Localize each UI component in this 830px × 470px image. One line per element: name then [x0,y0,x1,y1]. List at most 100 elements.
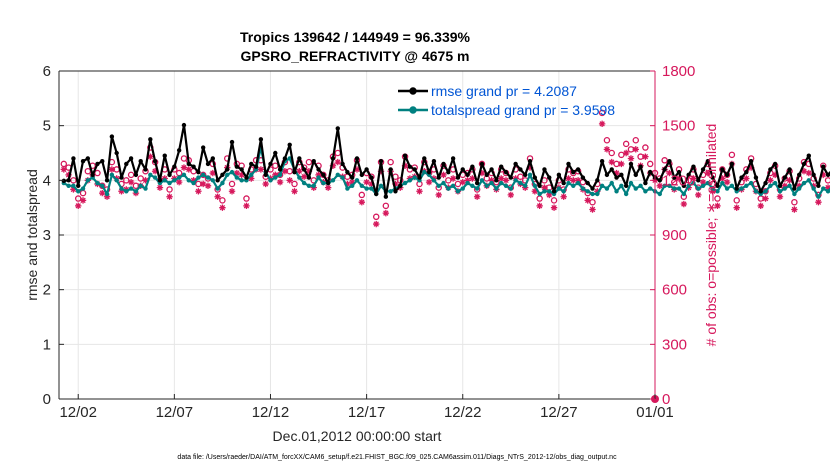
totalspread-point [518,180,523,186]
obs-possible-point [603,136,611,144]
totalspread-point [796,186,802,191]
obs-assimilated-point [723,178,731,186]
rmse-point [152,159,158,164]
obs-assimilated-point [546,191,553,199]
rmse-point [455,175,461,180]
rmse-point [268,161,273,167]
rmse-point [450,156,456,161]
obs-assimilated-point [291,188,298,195]
rmse-point [772,161,778,167]
totalspread-point [691,180,696,186]
rmse-point [80,159,86,164]
obs-assimilated-point [531,188,539,195]
obs-assimilated-point [627,155,635,162]
obs-assimilated-point [656,182,664,189]
totalspread-point [599,183,605,188]
rmse-point [638,164,643,169]
obs-assimilated-point [574,177,582,184]
obs-assimilated-point [344,180,351,188]
rmse-point [763,180,768,186]
totalspread-point [402,180,408,186]
rmse-point [729,161,735,167]
totalspread-point [508,186,514,191]
obs-assimilated-point [392,180,399,188]
right-tick-label: 1200 [662,172,695,189]
rmse-point [676,169,682,175]
rmse-point [667,159,672,164]
obs-assimilated-point [598,120,606,128]
totalspread-point [301,180,307,186]
obs-assimilated-point [805,169,813,177]
obs-assimilated-point [762,195,769,202]
rmse-point [575,167,581,172]
obs-possible-point [127,171,135,179]
totalspread-point [431,178,437,183]
obs-possible-point [382,202,390,210]
totalspread-point [167,180,172,186]
rmse-point [672,175,677,180]
rmse-point [330,156,336,161]
obs-assimilated-point [502,177,510,184]
totalspread-point [753,189,759,194]
chart-title-line2: GPSRO_REFRACTIVITY @ 4675 m [241,48,470,64]
obs-assimilated-point [771,171,779,179]
obs-assimilated-point [118,188,125,195]
totalspread-point [345,186,350,191]
rmse-point [407,164,413,169]
right-tick-label: 600 [662,282,687,299]
totalspread-point [76,189,81,194]
rmse-point [556,172,562,178]
totalspread-point [297,175,302,180]
totalspread-point [821,186,826,191]
totalspread-point [556,186,562,191]
obs-assimilated-point [108,166,116,173]
totalspread-point [801,180,807,186]
obs-assimilated-point [608,158,615,166]
totalspread-point [321,180,326,186]
x-tick-label: 12/07 [156,404,194,421]
totalspread-point [614,189,619,194]
obs-assimilated-point [757,202,764,210]
totalspread-point [407,178,413,183]
rmse-point [398,183,403,188]
rmse-point [321,172,326,178]
rmse-point [479,161,485,167]
rmse-point [734,186,739,191]
rmse-point [172,164,177,169]
totalspread-point [474,186,480,191]
totalspread-point [595,191,600,197]
obs-assimilated-point [690,175,697,182]
totalspread-point [772,180,778,186]
obs-assimilated-point [747,164,755,171]
rmse-point [599,159,605,164]
obs-assimilated-point [368,180,375,188]
totalspread-point [71,183,76,188]
rmse-point [628,161,634,167]
obs-assimilated-point [536,202,543,210]
obs-assimilated-point [810,182,817,189]
obs-possible-point [291,180,298,188]
rmse-point [220,172,225,178]
left-axis-ticks: 0 1 2 3 4 5 6 [43,63,64,408]
obs-possible-point [243,195,250,202]
rmse-point [316,167,321,172]
totalspread-point [696,186,701,191]
rmse-point [513,161,518,167]
rmse-point [311,159,316,164]
obs-assimilated-point [469,175,476,182]
obs-assimilated-point [248,175,255,182]
totalspread-point [585,189,590,194]
obs-assimilated-point [795,182,803,189]
rmse-point [484,172,489,178]
totalspread-point [729,183,735,188]
totalspread-point [109,172,115,178]
obs-possible-point [622,140,630,148]
obs-assimilated-point [209,169,217,177]
obs-assimilated-point [180,164,188,171]
totalspread-point [710,186,715,191]
rmse-point [460,167,465,172]
totalspread-point [311,183,316,188]
rmse-point [100,159,105,164]
rmse-point [273,150,278,156]
